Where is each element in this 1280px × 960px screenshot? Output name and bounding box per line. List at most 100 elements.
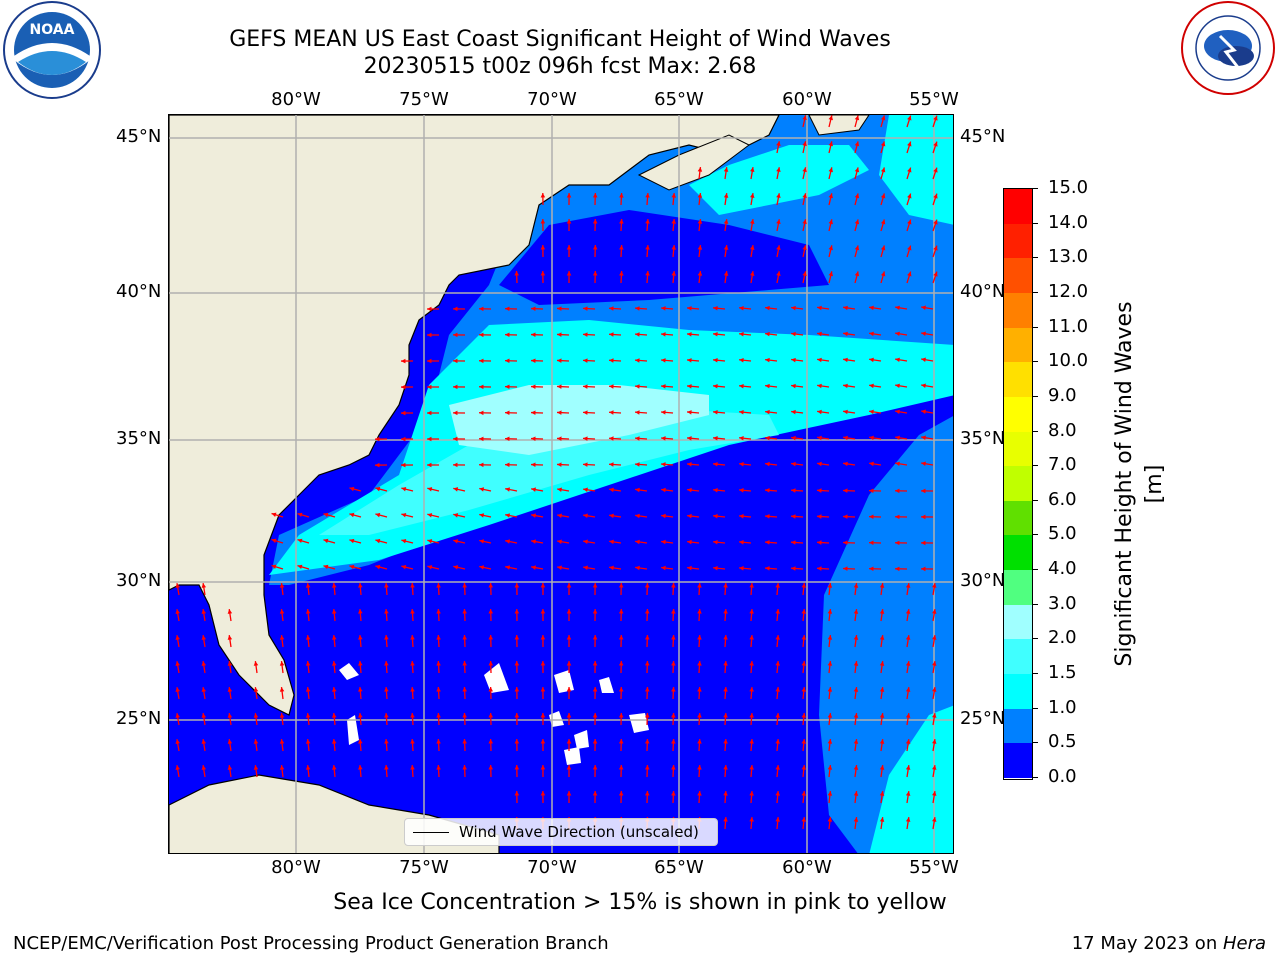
wave-direction-arrowhead (828, 271, 833, 277)
wave-direction-arrowhead (645, 765, 650, 770)
wave-direction-arrowhead (671, 583, 676, 588)
wave-direction-arrowhead (462, 687, 467, 692)
wave-direction-arrowhead (749, 739, 754, 744)
wave-direction-arrowhead (583, 436, 588, 441)
wave-direction-arrowhead (671, 765, 676, 770)
wave-direction-arrowhead (436, 583, 441, 588)
wave-direction-arrowhead (776, 141, 781, 147)
wave-direction-arrowhead (713, 513, 718, 519)
wave-direction-arrowhead (331, 661, 337, 666)
wave-direction-arrowhead (375, 512, 381, 518)
lon-label-top-60w: 60°W (782, 89, 832, 110)
wave-direction-arrowhead (671, 791, 676, 796)
wave-direction-arrowhead (279, 739, 285, 744)
wave-direction-arrowhead (671, 687, 676, 692)
wave-direction-arrowhead (410, 765, 415, 770)
wave-direction-arrowhead (931, 765, 937, 770)
wave-direction-arrowhead (410, 687, 415, 692)
wave-direction-arrowhead (592, 765, 598, 770)
wave-direction-arrowhead (907, 219, 912, 225)
wave-direction-arrowhead (776, 193, 781, 199)
wave-direction-arrowhead (895, 566, 900, 572)
wave-direction-arrowhead (592, 687, 598, 692)
wave-direction-arrowhead (279, 583, 285, 588)
wave-direction-arrowhead (801, 635, 807, 640)
wave-direction-arrowhead (540, 609, 546, 614)
wave-direction-arrowhead (375, 538, 381, 544)
wave-direction-arrowhead (175, 635, 180, 640)
wave-band-1.0-1.5-north (689, 145, 869, 215)
wave-direction-arrowhead (618, 713, 624, 718)
wave-direction-arrowhead (828, 193, 833, 199)
wave-direction-arrowhead (921, 331, 926, 336)
wave-direction-arrowhead (854, 167, 860, 173)
wave-direction-arrowhead (853, 817, 859, 822)
wave-direction-arrowhead (921, 383, 926, 388)
wave-direction-arrowhead (583, 565, 588, 571)
wave-direction-arrowhead (775, 609, 780, 614)
wave-direction-arrowhead (566, 661, 572, 666)
wave-direction-arrowhead (661, 539, 666, 545)
wave-direction-arrowhead (488, 609, 494, 614)
wave-direction-arrowhead (661, 332, 666, 337)
wave-direction-arrowhead (880, 219, 886, 225)
wave-direction-arrowhead (671, 219, 677, 224)
wave-direction-arrowhead (879, 713, 885, 718)
colorbar-segment (1004, 362, 1032, 397)
lat-label-left-30n: 30°N (116, 570, 162, 591)
wave-direction-arrowhead (827, 609, 833, 614)
colorbar-tick: 14.0 (1031, 212, 1088, 233)
wave-direction-arrowhead (817, 461, 822, 467)
wave-direction-arrowhead (739, 383, 744, 389)
wave-direction-arrowhead (843, 514, 848, 519)
wave-direction-arrowhead (618, 583, 624, 588)
wave-direction-arrowhead (592, 583, 598, 588)
wave-direction-arrowhead (687, 384, 692, 389)
wave-direction-arrowhead (540, 661, 546, 666)
lat-label-right-25n: 25°N (960, 708, 1006, 729)
wave-direction-arrowhead (765, 409, 770, 415)
wave-direction-arrowhead (635, 565, 640, 571)
wave-direction-arrowhead (384, 739, 389, 744)
colorbar-segment (1004, 396, 1032, 432)
wave-direction-arrowhead (854, 141, 860, 147)
colorbar-segment (1004, 292, 1032, 328)
wave-direction-arrowhead (619, 219, 624, 224)
footer-host: Hera (1222, 933, 1266, 954)
wave-direction-arrowhead (671, 609, 676, 614)
wave-direction-arrowhead (791, 305, 796, 311)
land-newfoundland (808, 115, 870, 136)
wave-direction-arrowhead (514, 687, 520, 692)
wave-direction-arrowhead (645, 583, 650, 588)
wave-direction-arrowhead (775, 687, 780, 692)
wave-direction-arrowhead (453, 384, 458, 390)
wave-direction-arrowhead (801, 713, 807, 718)
wave-direction-arrowhead (175, 765, 180, 770)
wave-direction-arrowhead (279, 765, 285, 770)
wave-direction-arrowhead (227, 713, 233, 718)
wave-direction-arrowhead (271, 538, 277, 543)
wave-direction-arrowhead (488, 635, 494, 640)
wave-direction-arrowhead (697, 739, 702, 744)
wave-direction-arrowhead (687, 539, 692, 545)
wave-direction-arrowhead (895, 383, 900, 389)
wave-direction-arrowhead (933, 141, 938, 147)
wave-direction-arrowhead (843, 305, 848, 311)
wave-direction-arrowhead (540, 583, 546, 588)
wave-direction-arrowhead (540, 765, 546, 770)
wave-direction-arrowhead (645, 791, 650, 796)
wave-direction-arrowhead (933, 193, 938, 199)
colorbar-tick: 12.0 (1031, 281, 1088, 302)
lon-label-top-65w: 65°W (654, 89, 704, 110)
wave-direction-arrowhead (879, 661, 885, 666)
lon-label-top-70w: 70°W (527, 89, 577, 110)
wave-direction-arrowhead (201, 687, 207, 692)
wave-direction-arrowhead (479, 539, 485, 544)
wave-direction-arrowhead (201, 765, 207, 770)
wave-direction-arrowhead (358, 687, 363, 692)
wave-direction-arrowhead (843, 409, 848, 415)
wave-direction-arrowhead (297, 512, 303, 518)
wave-direction-arrowhead (427, 410, 432, 416)
wave-direction-arrowhead (697, 219, 703, 224)
wave-direction-arrowhead (201, 609, 207, 614)
